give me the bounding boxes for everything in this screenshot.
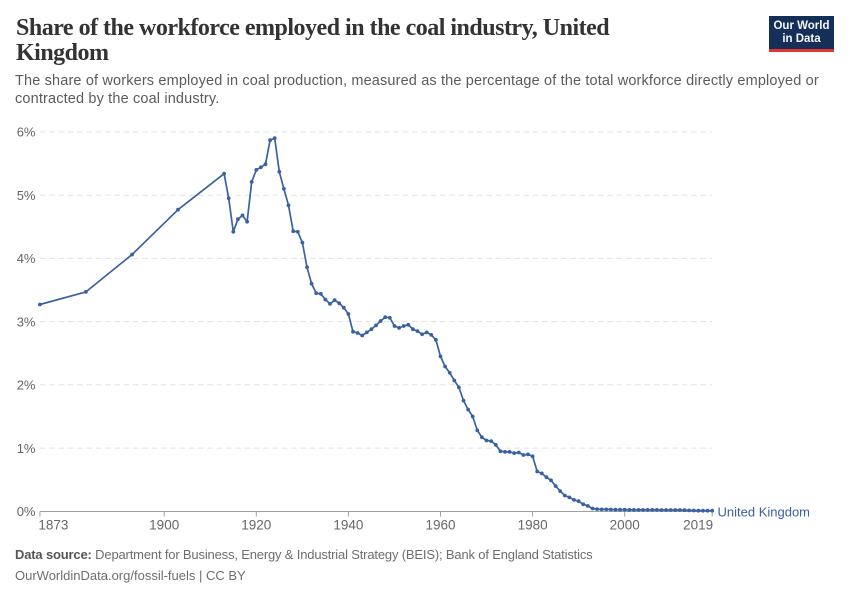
svg-text:1940: 1940: [333, 518, 363, 533]
svg-text:1873: 1873: [38, 518, 68, 533]
svg-text:1920: 1920: [241, 518, 271, 533]
svg-text:2019: 2019: [683, 518, 713, 533]
svg-text:United Kingdom: United Kingdom: [718, 504, 811, 519]
svg-text:1900: 1900: [149, 518, 179, 533]
svg-text:1980: 1980: [518, 518, 548, 533]
svg-text:4%: 4%: [17, 251, 36, 266]
svg-text:6%: 6%: [17, 125, 36, 140]
svg-text:3%: 3%: [17, 314, 36, 329]
svg-text:2%: 2%: [17, 378, 36, 393]
svg-text:1960: 1960: [425, 518, 455, 533]
svg-text:0%: 0%: [17, 504, 36, 519]
svg-text:2000: 2000: [610, 518, 640, 533]
svg-text:1%: 1%: [17, 441, 36, 456]
svg-text:5%: 5%: [17, 188, 36, 203]
